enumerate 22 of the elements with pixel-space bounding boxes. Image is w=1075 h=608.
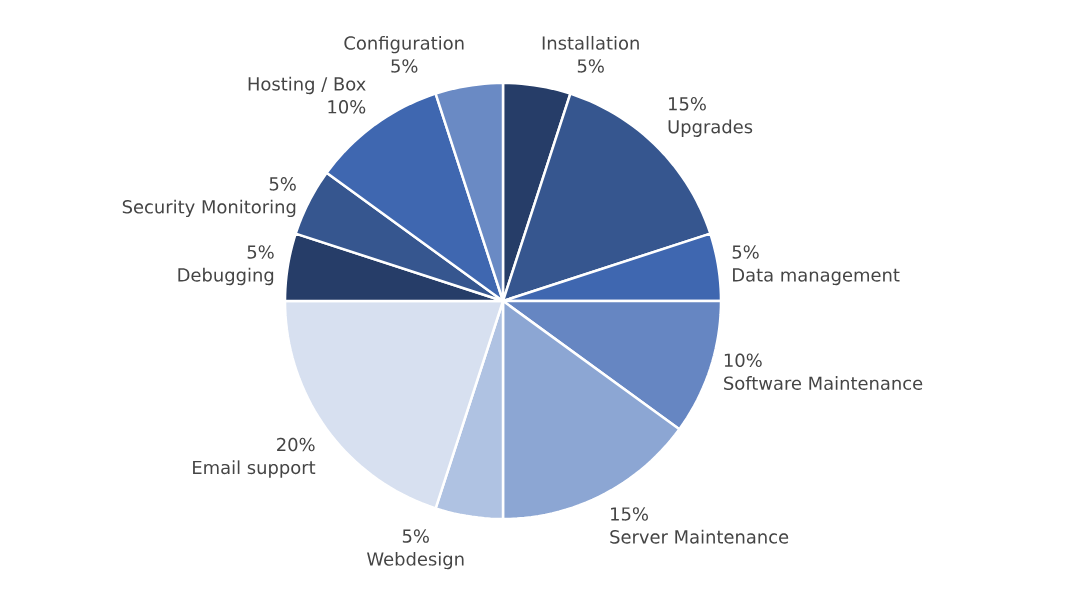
slice-label: Configuration (344, 35, 464, 54)
slice-label: Email support (193, 460, 316, 478)
data-label: 5% (402, 529, 429, 543)
slice-label: Debugging (178, 267, 274, 286)
data-label: 5% (577, 59, 604, 73)
data-label: 20% (277, 437, 315, 452)
data-label: 15% (611, 507, 648, 521)
data-label: 15% (669, 96, 706, 111)
slice-label: Software Maintenance (724, 376, 923, 390)
data-label: 10% (724, 353, 762, 368)
slice-label: Hosting / Box (248, 76, 366, 95)
slice-label: Webdesign (367, 551, 464, 570)
slice-label: Security Monitoring (122, 199, 296, 218)
data-label: 5% (732, 245, 759, 259)
data-label: 5% (391, 59, 418, 73)
slice-label: Data management (733, 268, 900, 286)
slice-label: Installation (542, 35, 639, 50)
slice-label: Upgrades (668, 119, 753, 137)
data-label: 10% (328, 100, 366, 114)
data-label: 5% (269, 177, 296, 191)
data-label: 5% (247, 245, 274, 259)
slice-label: Server Maintenance (610, 529, 789, 544)
